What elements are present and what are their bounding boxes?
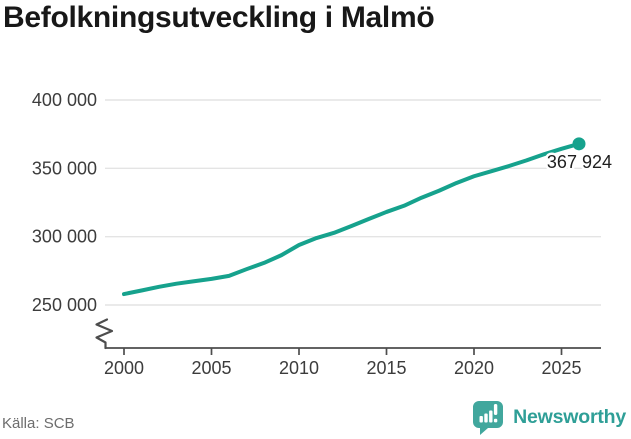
brand-name: Newsworthy (513, 406, 626, 428)
axis-break-icon (95, 318, 114, 350)
bar-medium-icon (484, 413, 488, 423)
x-tick-label: 2020 (454, 358, 494, 378)
bar-small-icon (479, 416, 484, 423)
endpoint-value-label: 367 924 (547, 152, 612, 172)
y-tick-label: 350 000 (32, 158, 97, 178)
population-line (122, 141, 581, 297)
chart-title: Befolkningsutveckling i Malmö (3, 1, 435, 34)
y-tick-label: 400 000 (32, 90, 97, 110)
bar-large-icon (489, 410, 493, 423)
y-tick-label: 300 000 (32, 227, 97, 247)
x-tick-label: 2015 (366, 358, 406, 378)
source-label: Källa: SCB (2, 415, 75, 432)
newsworthy-bubble-barchart-icon (473, 401, 504, 435)
x-tick-label: 2000 (104, 358, 144, 378)
newsworthy-logo: Newsworthy (472, 400, 626, 435)
endpoint-dot (572, 137, 586, 151)
y-tick-label: 250 000 (32, 295, 97, 315)
speech-bubble-shape (473, 401, 504, 435)
x-tick-label: 2005 (191, 358, 231, 378)
line-chart: 250 000 300 000 350 000 400 000 2000 2005 2010… (31, 90, 612, 378)
exclamation-dot-icon (494, 418, 498, 423)
exclamation-stroke-icon (494, 404, 498, 415)
x-tick-label: 2010 (279, 358, 319, 378)
x-tick-label: 2025 (541, 358, 581, 378)
